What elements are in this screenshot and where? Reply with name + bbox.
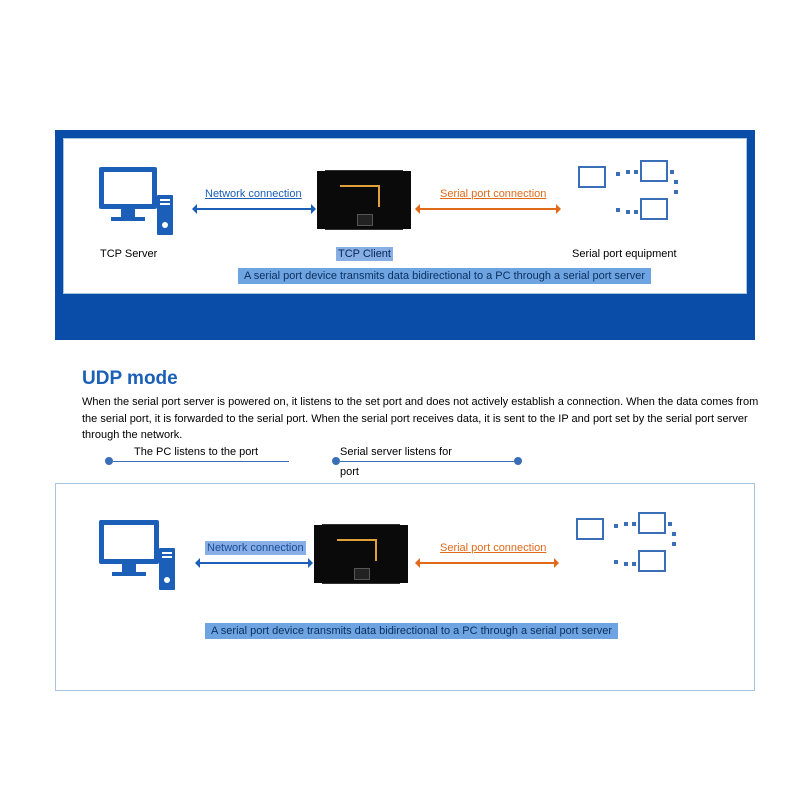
udp-serial-label: Serial port connection [440,542,546,554]
serial-equipment-icon [578,160,678,230]
udp-serial-equipment-icon [576,512,676,582]
server-listen-end-dot-icon [514,457,522,465]
tcp-server-icon [95,165,175,244]
server-listen-line [340,461,518,462]
udp-body: When the serial port server is powered o… [82,394,762,444]
udp-caption: A serial port device transmits data bidi… [205,623,618,639]
tcp-network-label: Network connection [205,188,302,200]
page: Network connection Serial port connectio… [0,0,800,800]
server-listen-label-2: port [340,466,359,478]
pc-listen-label: The PC listens to the port [134,446,258,458]
server-listen-dot-icon [332,457,340,465]
tcp-network-arrow [195,208,313,210]
udp-network-arrow [198,562,310,564]
tcp-serial-arrow [418,208,558,210]
pc-listen-dot-icon [105,457,113,465]
pc-listen-line [113,461,289,462]
tcp-serial-label: Serial port connection [440,188,546,200]
udp-title: UDP mode [82,368,178,390]
udp-pc-icon [95,518,177,599]
serial-equipment-label: Serial port equipment [572,248,677,260]
tcp-client-device-icon [325,170,403,230]
tcp-server-label: TCP Server [100,248,157,260]
tcp-caption: A serial port device transmits data bidi… [238,268,651,284]
server-listen-label-1: Serial server listens for [340,446,452,458]
udp-device-icon [322,524,400,584]
tcp-client-label: TCP Client [336,248,393,260]
udp-serial-arrow [418,562,556,564]
udp-network-label: Network connection [205,542,306,554]
